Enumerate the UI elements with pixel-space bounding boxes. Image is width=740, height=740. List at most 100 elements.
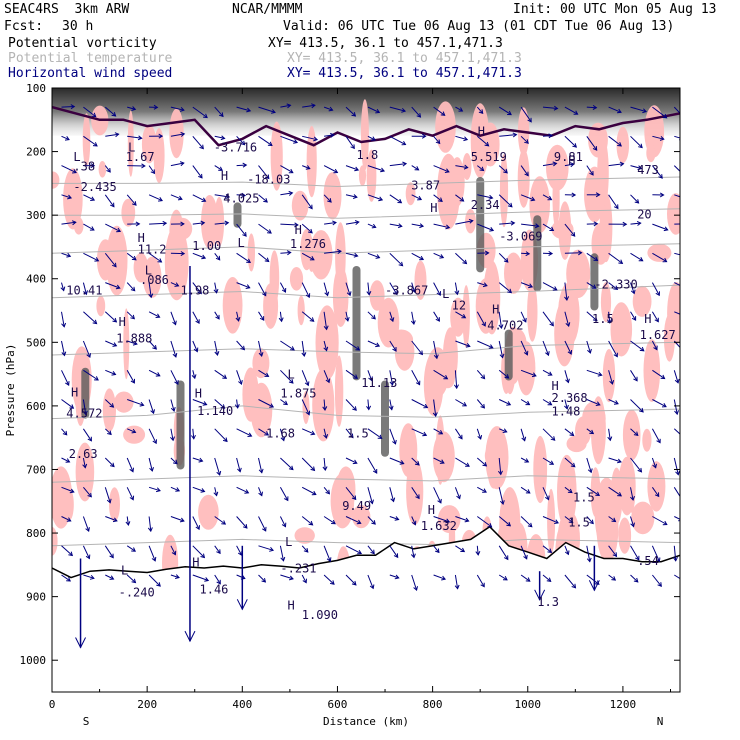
wind-arrow — [149, 429, 156, 444]
pv-extremum-label: -3.867 — [385, 284, 428, 298]
wind-arrow — [455, 370, 456, 388]
pv-extremum-label: 1.140 — [197, 404, 233, 418]
pv-extremum-label: H — [492, 303, 499, 317]
wind-shading-blob — [518, 149, 530, 208]
wind-shading-blob — [553, 168, 560, 228]
wind-arrow-head — [682, 116, 686, 120]
pv-extremum-label: H — [428, 503, 435, 517]
pv-extremum-label: L — [285, 535, 292, 549]
wind-arrow — [652, 400, 666, 407]
y-tick-label: 500 — [26, 336, 46, 349]
pv-column — [177, 381, 185, 470]
pv-extremum-label: H — [288, 598, 295, 612]
pv-extremum-label: -.231 — [280, 562, 316, 576]
wind-arrow — [390, 195, 402, 203]
pv-extremum-label: 1.888 — [116, 331, 152, 345]
wind-shading-blob — [359, 165, 366, 186]
wind-shading-blob — [603, 349, 615, 402]
wind-arrow — [280, 458, 293, 470]
pv-extremum-label: H — [71, 385, 78, 399]
pv-extremum-label: L — [121, 563, 128, 577]
wind-shading-blob — [312, 369, 334, 442]
wind-shading-blob — [103, 388, 116, 431]
pv-extremum-label: 5.519 — [471, 150, 507, 164]
wind-arrow — [127, 370, 134, 383]
wind-shading-blob — [96, 296, 105, 317]
wind-shading-blob — [307, 126, 317, 197]
wind-arrow — [455, 458, 469, 466]
wind-arrow — [280, 487, 287, 500]
y-tick-label: 200 — [26, 146, 46, 159]
wind-shading-blob — [97, 239, 114, 280]
pv-extremum-label: L — [442, 287, 449, 301]
wind-arrow — [434, 487, 441, 503]
wind-arrow — [674, 487, 683, 501]
wind-arrow — [62, 107, 75, 108]
wind-arrow — [674, 517, 682, 521]
wind-arrow — [652, 429, 660, 443]
wind-arrow — [62, 370, 69, 385]
isentrope-line — [52, 539, 680, 545]
wind-shading-blob — [582, 401, 606, 435]
wind-speed-shading — [46, 99, 686, 601]
pv-extremum-label: H — [195, 387, 202, 401]
wind-shading-blob — [617, 127, 630, 164]
wind-arrow — [83, 312, 96, 324]
pv-extremum-label: -2.330 — [594, 277, 637, 291]
wind-arrow-head — [687, 222, 691, 226]
wind-arrow — [631, 195, 639, 203]
wind-shading-blob — [169, 109, 183, 159]
wind-arrow — [259, 253, 269, 261]
wind-arrow — [193, 136, 204, 148]
wind-shading-blob — [631, 502, 654, 535]
wind-arrow — [455, 253, 466, 263]
wind-arrow — [237, 429, 252, 436]
pv-extremum-label: 4.702 — [487, 319, 523, 333]
y-tick-label: 1000 — [20, 654, 47, 667]
wind-shading-blob — [370, 280, 385, 311]
pv-extremum-label: 1.276 — [290, 237, 326, 251]
pv-extremum-label: .54 — [637, 554, 659, 568]
pv-extremum-label: H — [119, 315, 126, 329]
wind-shading-blob — [533, 436, 547, 503]
wind-shading-blob — [270, 250, 280, 304]
wind-arrow — [390, 253, 403, 265]
pv-extremum-label: -3.069 — [499, 230, 542, 244]
pv-extremum-label: 1.090 — [302, 608, 338, 622]
pv-extremum-label: 1.67 — [126, 150, 155, 164]
wind-shading-blob — [646, 144, 655, 162]
pv-extremum-label: 1.627 — [640, 328, 676, 342]
wind-arrow — [346, 400, 356, 411]
y-tick-label: 300 — [26, 209, 46, 222]
wind-shading-blob — [109, 487, 120, 521]
pv-extremum-label: 4.572 — [66, 406, 102, 420]
wind-arrow — [149, 223, 166, 224]
pv-extremum-label: L — [288, 368, 295, 382]
wind-arrow — [215, 429, 227, 442]
wind-shading-blob — [436, 415, 445, 484]
y-tick-label: 700 — [26, 463, 46, 476]
pv-extremum-label: 11.13 — [361, 376, 397, 390]
pv-column — [353, 266, 361, 380]
pv-extremum-label: 10.41 — [66, 284, 102, 298]
terrain-fill — [52, 527, 680, 692]
pv-column — [476, 177, 484, 272]
wind-arrow — [215, 370, 227, 378]
wind-shading-blob — [74, 217, 84, 234]
pv-extremum-label: 11.2 — [138, 242, 167, 256]
x-tick-label: 800 — [423, 698, 443, 711]
wind-shading-blob — [567, 436, 587, 453]
pv-extremum-label: 2.63 — [69, 447, 98, 461]
wind-arrow — [259, 136, 272, 145]
wind-shading-blob — [333, 266, 349, 327]
y-tick-label: 100 — [26, 82, 46, 95]
wind-arrow — [83, 429, 91, 441]
pv-extremum-label: 2.368 — [552, 391, 588, 405]
pv-extremum-label: -2.435 — [73, 180, 116, 194]
wind-arrow — [62, 546, 73, 556]
wind-shading-blob — [667, 193, 685, 235]
pv-extremum-label: H — [221, 169, 228, 183]
wind-arrow — [390, 136, 406, 144]
x-tick-label: 600 — [328, 698, 348, 711]
